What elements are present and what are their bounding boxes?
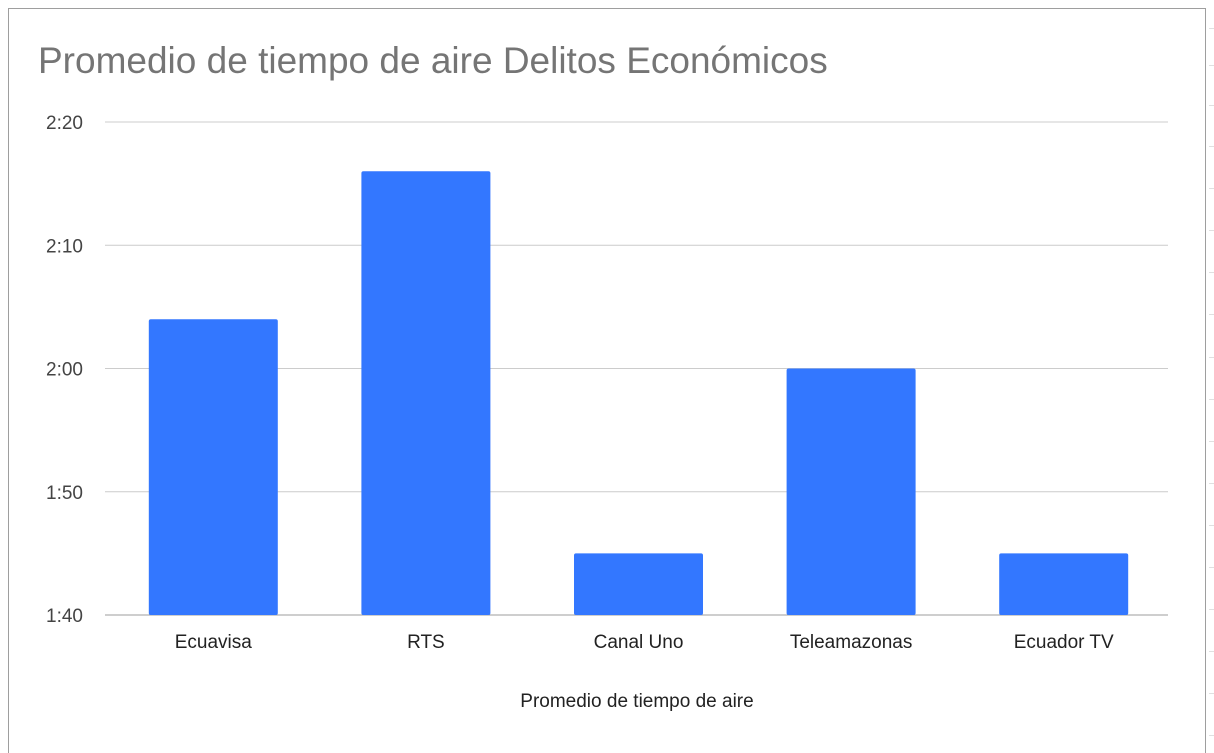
bar-ecuador-tv xyxy=(999,553,1129,615)
x-category-label: Canal Uno xyxy=(594,632,684,653)
edge-tick xyxy=(1209,567,1214,568)
x-axis-label: Promedio de tiempo de aire xyxy=(520,691,753,712)
bar-rts xyxy=(361,171,491,616)
y-tick-label: 1:40 xyxy=(46,606,83,627)
x-category-label: Ecuavisa xyxy=(175,632,253,653)
edge-tick xyxy=(1209,525,1214,526)
bar-ecuavisa xyxy=(148,319,278,615)
x-category-label: Teleamazonas xyxy=(790,632,913,653)
edge-tick xyxy=(1209,399,1214,400)
edge-tick xyxy=(1209,230,1214,231)
edge-tick xyxy=(1209,272,1214,273)
x-category-label: RTS xyxy=(407,632,445,653)
edge-tick xyxy=(1209,188,1214,189)
bars xyxy=(148,171,1129,616)
neighbor-gridlines xyxy=(1206,0,1214,747)
edge-tick xyxy=(1209,357,1214,358)
x-category-label: Ecuador TV xyxy=(1014,632,1114,653)
x-axis-categories: Ecuavisa RTS Canal Uno Teleamazonas Ecuador … xyxy=(175,632,1114,653)
edge-tick xyxy=(1209,483,1214,484)
bar-canal-uno xyxy=(574,553,703,615)
y-axis-ticks: 1:40 1:50 2:00 2:10 2:20 xyxy=(46,113,83,627)
y-tick-label: 2:00 xyxy=(46,360,83,381)
edge-tick xyxy=(1209,441,1214,442)
edge-tick xyxy=(1209,105,1214,106)
y-tick-label: 2:20 xyxy=(46,113,83,134)
y-tick-label: 2:10 xyxy=(46,236,83,257)
edge-tick xyxy=(1209,735,1214,736)
edge-tick xyxy=(1209,28,1214,29)
edge-tick xyxy=(1209,693,1214,694)
chart-title: Promedio de tiempo de aire Delitos Econó… xyxy=(38,40,828,81)
edge-tick xyxy=(1209,651,1214,652)
edge-tick xyxy=(1209,609,1214,610)
edge-tick xyxy=(1209,65,1214,66)
edge-tick xyxy=(1209,146,1214,147)
edge-tick xyxy=(1209,314,1214,315)
bar-teleamazonas xyxy=(786,368,916,615)
y-tick-label: 1:50 xyxy=(46,483,83,504)
